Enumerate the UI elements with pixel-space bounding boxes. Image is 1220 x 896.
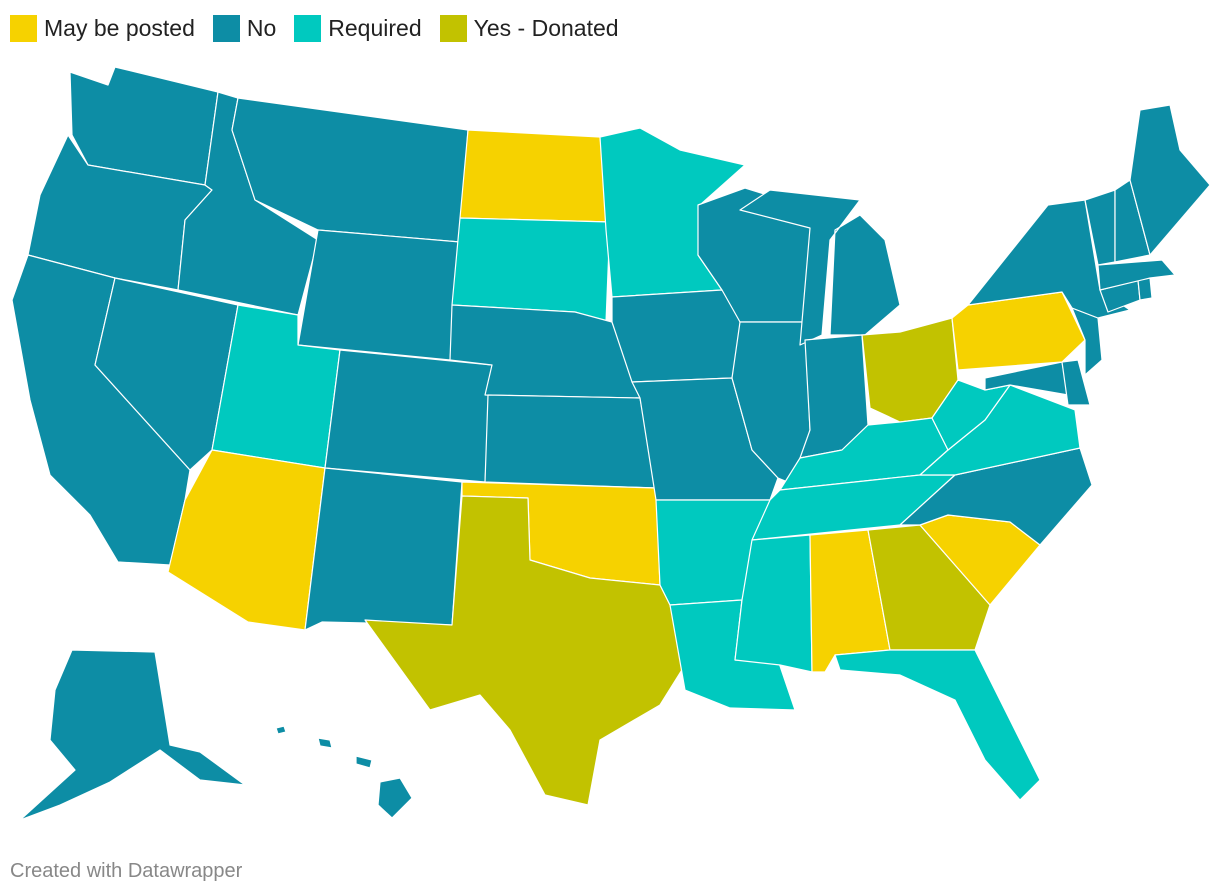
legend-label: Required — [328, 14, 422, 41]
state-maryland[interactable] — [984, 361, 1069, 396]
state-delaware[interactable] — [1061, 359, 1091, 406]
legend-swatch — [294, 14, 322, 42]
legend-swatch — [10, 14, 37, 42]
state-alaska[interactable] — [19, 649, 246, 821]
state-florida[interactable] — [834, 649, 1041, 801]
state-new-mexico[interactable] — [304, 467, 463, 631]
legend-label: Yes - Donated — [473, 14, 619, 41]
state-wyoming[interactable] — [297, 229, 461, 361]
state-kansas[interactable] — [484, 394, 657, 489]
state-new-york[interactable] — [967, 199, 1131, 319]
state-michigan[interactable] — [739, 189, 901, 346]
state-hawaii[interactable] — [275, 725, 413, 819]
legend-swatch — [212, 14, 240, 42]
legend-swatch — [439, 14, 467, 42]
legend-label: May be posted — [44, 14, 195, 41]
state-massachusetts[interactable] — [1097, 259, 1176, 291]
state-rhode-island[interactable] — [1137, 277, 1153, 301]
state-texas[interactable] — [364, 495, 686, 806]
datawrapper-credit: Created with Datawrapper — [10, 860, 243, 882]
legend-item-no: No — [212, 14, 277, 42]
state-maine[interactable] — [1129, 104, 1211, 256]
state-colorado[interactable] — [324, 349, 493, 483]
legend-label: No — [246, 14, 277, 41]
us-states-map — [11, 66, 1211, 821]
state-north-dakota[interactable] — [459, 129, 611, 223]
legend-item-may-be-posted: May be posted — [10, 14, 195, 42]
state-nevada[interactable] — [94, 277, 239, 471]
legend-item-yes-donated: Yes - Donated — [439, 14, 619, 42]
state-iowa[interactable] — [611, 289, 746, 383]
state-georgia[interactable] — [867, 524, 991, 651]
state-arizona[interactable] — [167, 449, 326, 631]
legend: May be posted No Required Yes - Donated — [10, 12, 637, 44]
legend-item-required: Required — [294, 14, 422, 42]
